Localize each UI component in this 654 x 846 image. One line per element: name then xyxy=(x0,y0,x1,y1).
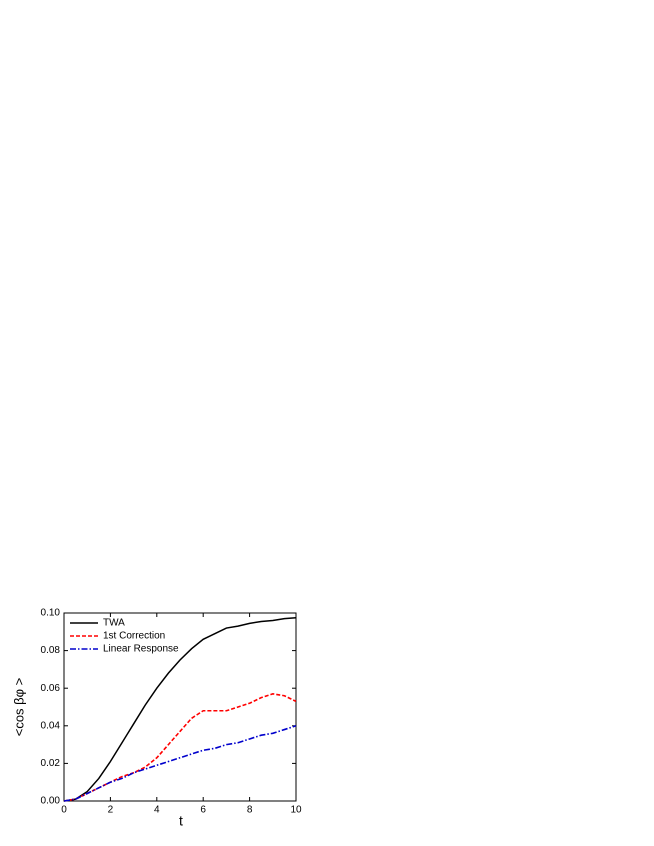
y-tick-label: 0.00 xyxy=(41,796,61,807)
legend-label: TWA xyxy=(103,618,125,629)
x-tick-label: 6 xyxy=(200,805,206,816)
x-tick-label: 0 xyxy=(61,805,67,816)
plot-frame xyxy=(63,612,297,802)
x-tick-label: 8 xyxy=(247,805,253,816)
series-line xyxy=(63,616,297,802)
y-tick-label: 0.06 xyxy=(41,683,61,694)
x-axis-label: t xyxy=(179,813,183,829)
series-line xyxy=(63,693,297,802)
x-tick-label: 4 xyxy=(154,805,160,816)
y-tick-label: 0.10 xyxy=(41,608,61,619)
x-tick-label: 10 xyxy=(290,805,302,816)
y-tick-label: 0.04 xyxy=(41,720,61,731)
y-tick-label: 0.02 xyxy=(41,758,61,769)
y-axis-label: <cos βφ > xyxy=(11,678,26,737)
legend-label: 1st Correction xyxy=(103,631,165,642)
legend-label: Linear Response xyxy=(103,644,179,655)
series-line xyxy=(63,725,297,802)
y-tick-label: 0.08 xyxy=(41,645,61,656)
x-tick-label: 2 xyxy=(108,805,114,816)
